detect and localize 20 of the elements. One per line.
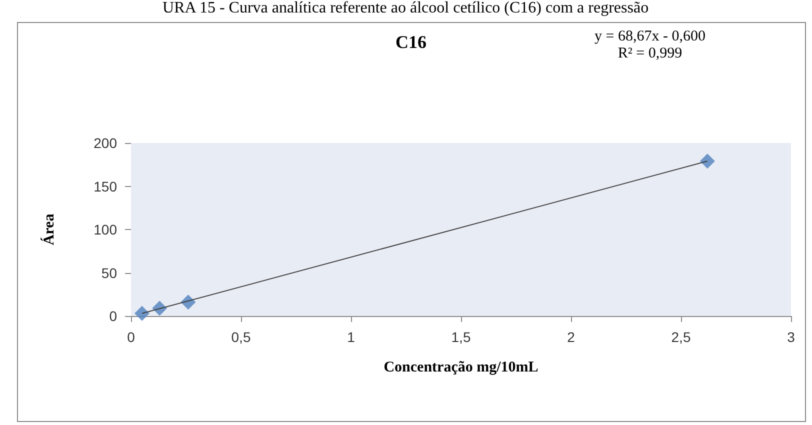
x-tick-label: 1,5	[451, 329, 471, 345]
x-axis-title: Concentração mg/10mL	[384, 360, 538, 376]
y-tick-label: 150	[94, 178, 118, 194]
text: y = 68,67x - 0,600	[594, 28, 706, 44]
y-axis-title: Área	[40, 213, 58, 246]
text: R² = 0,999	[618, 46, 682, 62]
x-tick-label: 0,5	[231, 329, 251, 345]
text: URA 15 - Curva analítica referente ao álcool cetílico (C16) com a regressão	[162, 0, 649, 16]
x-tick-label: 0	[127, 329, 136, 345]
point	[700, 154, 715, 169]
x-tick-label: 3	[787, 329, 796, 345]
chart-title: C16	[396, 32, 426, 52]
y-tick-label: 0	[109, 308, 118, 324]
y-tick-label: 50	[101, 264, 118, 281]
x-tick-label: 1	[347, 329, 356, 345]
x-tick-label: 2,5	[671, 329, 691, 345]
point	[134, 306, 150, 321]
y-tick-label: 100	[94, 222, 118, 238]
x-tick-label: 2	[567, 329, 576, 345]
y-tick-label: 200	[94, 135, 118, 151]
